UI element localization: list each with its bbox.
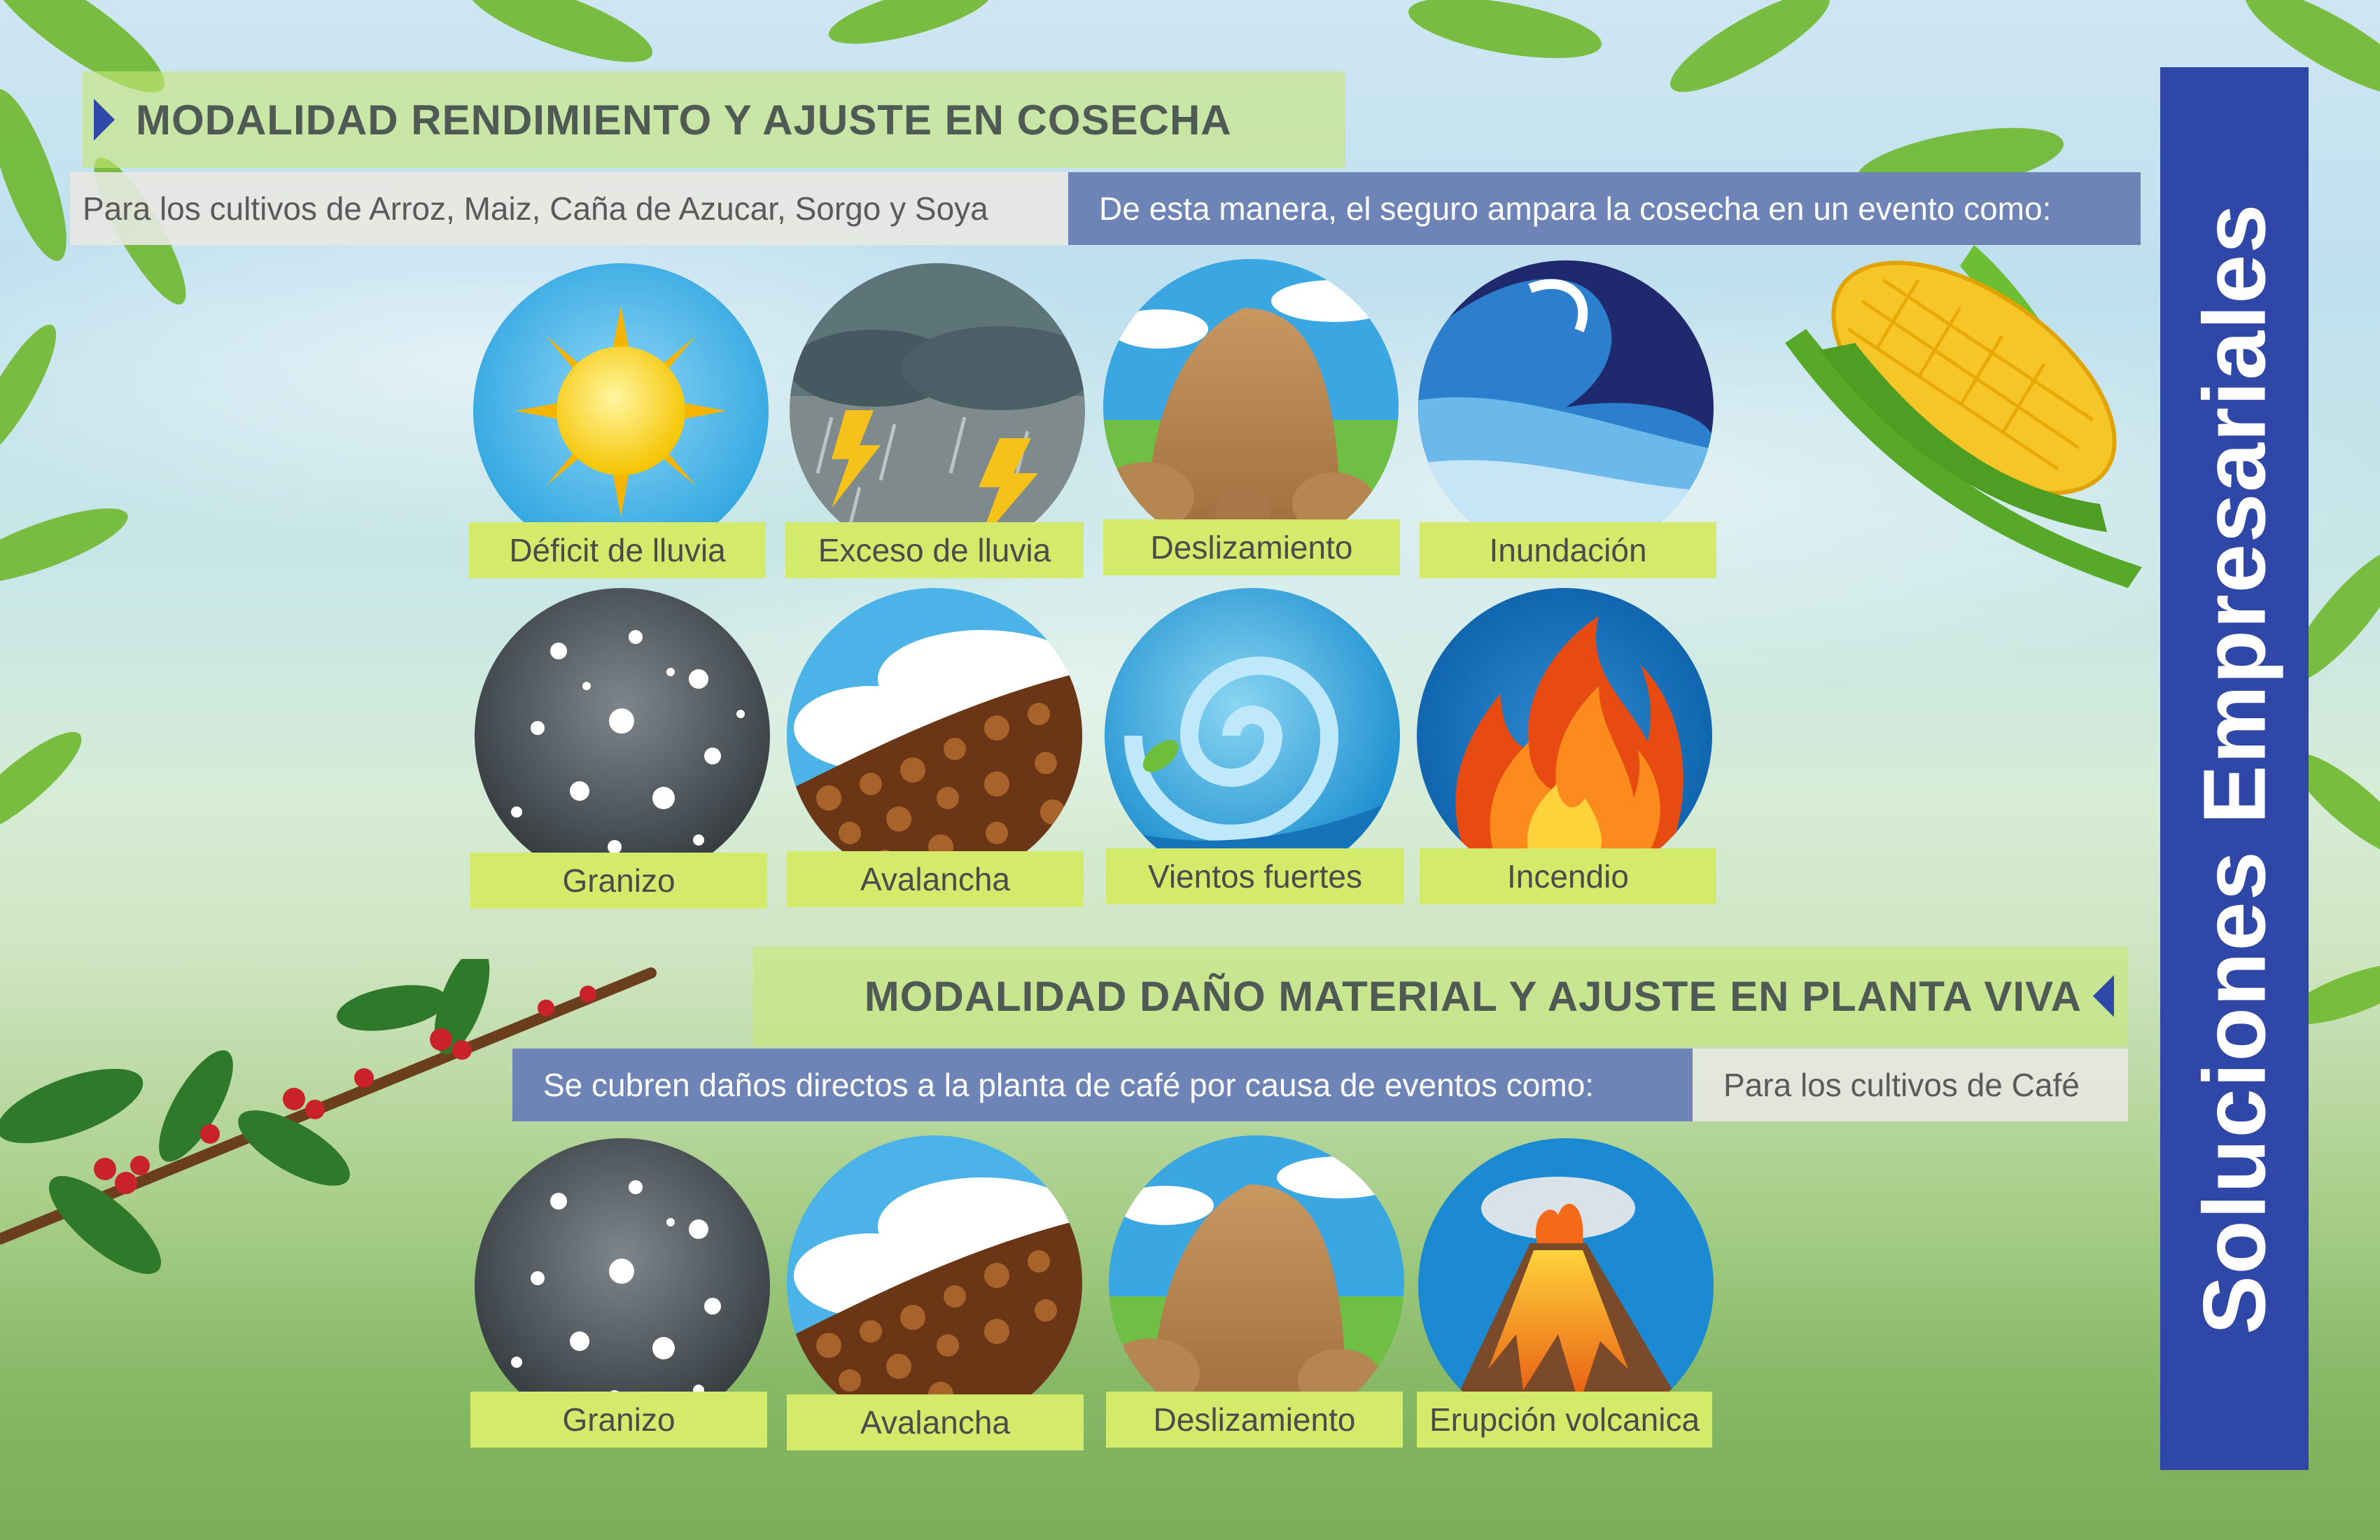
event-label-erupcion-volcanica: Erupción volcanica (1417, 1392, 1712, 1448)
sidebar-title: Soluciones Empresariales (2185, 202, 2284, 1335)
event-label-deslizamiento-cafe: Deslizamiento (1106, 1392, 1403, 1448)
flood-wave-icon (1418, 260, 1714, 556)
event-label-deslizamiento: Deslizamiento (1103, 519, 1400, 575)
event-label-avalancha: Avalancha (787, 851, 1084, 907)
section1-crops-band: Para los cultivos de Arroz, Maiz, Caña d… (70, 172, 1074, 245)
section2-header: MODALIDAD DAÑO MATERIAL Y AJUSTE EN PLAN… (753, 946, 2128, 1046)
section2-coverage-band: Se cubren daños directos a la planta de … (512, 1049, 1693, 1121)
landslide-icon (1109, 1135, 1404, 1431)
volcano-icon (1418, 1138, 1714, 1434)
section1-title: MODALIDAD RENDIMIENTO Y AJUSTE EN COSECH… (136, 96, 1232, 144)
coffee-branch-icon (0, 959, 657, 1274)
section2-crops-text: Para los cultivos de Café (1723, 1067, 2080, 1103)
event-label-granizo: Granizo (470, 853, 767, 909)
wind-swirl-icon (1105, 588, 1400, 883)
avalanche-icon (787, 588, 1082, 883)
section2-crops-band: Para los cultivos de Café (1693, 1049, 2128, 1121)
event-label-inundacion: Inundación (1420, 522, 1716, 578)
hail-icon (475, 1138, 770, 1434)
section1-header: MODALIDAD RENDIMIENTO Y AJUSTE EN COSECH… (83, 71, 1345, 168)
triangle-left-icon (2093, 975, 2114, 1017)
section1-coverage-band: De esta manera, el seguro ampara la cose… (1068, 172, 2141, 245)
section1-coverage-text: De esta manera, el seguro ampara la cose… (1099, 190, 2052, 227)
corn-icon (1785, 245, 2142, 588)
event-label-avalancha-cafe: Avalancha (787, 1394, 1084, 1450)
fire-icon (1417, 588, 1712, 883)
event-label-granizo-cafe: Granizo (470, 1392, 767, 1448)
section2-coverage-text: Se cubren daños directos a la planta de … (543, 1067, 1595, 1103)
sidebar-banner: Soluciones Empresariales (2160, 67, 2309, 1470)
storm-icon (790, 263, 1085, 559)
landslide-icon (1103, 259, 1399, 554)
event-label-deficit-lluvia: Déficit de lluvia (469, 522, 766, 578)
section1-crops-text: Para los cultivos de Arroz, Maiz, Caña d… (83, 190, 988, 227)
event-label-exceso-lluvia: Exceso de lluvia (785, 522, 1084, 578)
event-label-vientos-fuertes: Vientos fuertes (1106, 848, 1404, 904)
sun-icon (473, 263, 769, 559)
hail-icon (475, 588, 770, 883)
event-label-incendio: Incendio (1420, 848, 1716, 904)
avalanche-icon (787, 1135, 1082, 1431)
section2-title: MODALIDAD DAÑO MATERIAL Y AJUSTE EN PLAN… (864, 972, 2082, 1020)
triangle-right-icon (94, 99, 115, 141)
